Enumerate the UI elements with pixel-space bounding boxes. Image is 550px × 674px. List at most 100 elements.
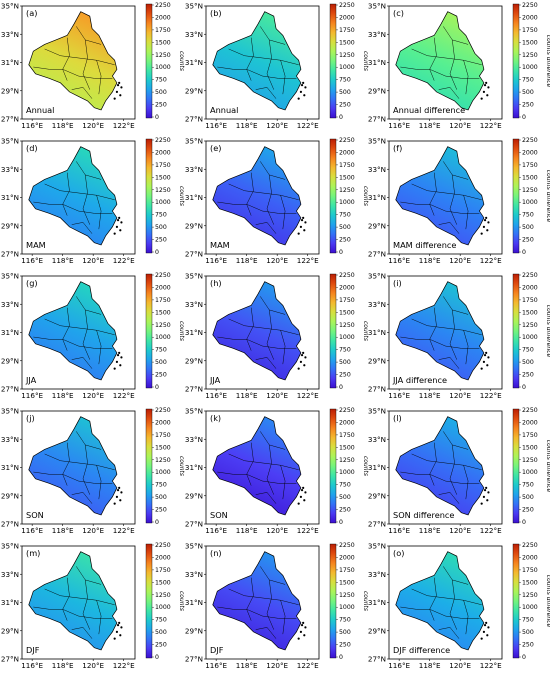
panel-tag: (i) <box>393 278 402 288</box>
lat-tick-label: 33°N <box>368 570 386 579</box>
lon-tick-label: 116°E <box>21 661 43 670</box>
lat-tick-label: 33°N <box>1 165 19 174</box>
province-border <box>400 606 480 619</box>
panel-label: Annual <box>26 105 54 115</box>
province-border <box>429 442 437 486</box>
island-mark <box>297 367 300 370</box>
colorbar-tick-label: 0 <box>339 384 343 391</box>
lon-tick-label: 118°E <box>236 661 258 670</box>
colorbar-tick-label: 1000 <box>155 64 171 71</box>
island-mark <box>302 486 305 489</box>
island-mark <box>303 229 306 232</box>
map-panel: 35°N 33°N 31°N 29°N 27°N 116°E 118°E 120°E 122°E… <box>367 135 550 269</box>
island-mark <box>486 634 489 637</box>
province-border <box>44 588 115 605</box>
colorbar-tick-label: 750 <box>155 617 167 624</box>
colorbar-tick-label: 1000 <box>522 64 538 71</box>
province-border <box>438 492 460 504</box>
colorbar-tick-label: 1500 <box>339 174 355 181</box>
colorbar-tick-label: 1500 <box>339 444 355 451</box>
colorbar-tick-label: 2250 <box>339 137 355 144</box>
province-border <box>255 492 277 504</box>
province-border <box>449 579 458 630</box>
island-mark <box>487 221 490 224</box>
colorbar-tick-label: 1750 <box>522 162 538 169</box>
lon-tick-label: 122°E <box>297 121 319 130</box>
island-mark <box>113 637 116 640</box>
island-mark <box>302 81 305 84</box>
colorbar-tick-label: 1250 <box>155 592 171 599</box>
panel-tag: (h) <box>210 278 222 288</box>
island-mark <box>302 216 305 219</box>
island-mark <box>120 86 123 89</box>
panel-label: DJF <box>26 645 40 655</box>
colorbar-tick-label: 250 <box>522 507 534 514</box>
province-border <box>246 307 254 351</box>
lon-tick-label: 116°E <box>21 391 43 400</box>
region-fill <box>395 281 485 381</box>
lat-tick-label: 27°N <box>185 115 203 124</box>
province-border <box>246 37 254 81</box>
island-mark <box>118 351 121 354</box>
lat-tick-label: 31°N <box>1 328 19 337</box>
lon-tick-label: 118°E <box>419 256 441 265</box>
colorbar-tick-label: 500 <box>339 629 351 636</box>
colorbar-tick-label: 500 <box>339 224 351 231</box>
lon-tick-label: 118°E <box>236 391 258 400</box>
lon-tick-label: 118°E <box>236 256 258 265</box>
island-mark <box>485 81 488 84</box>
region-fill <box>395 551 485 651</box>
colorbar-tick-label: 750 <box>155 482 167 489</box>
panel-tag: (g) <box>26 278 38 288</box>
lat-tick-label: 33°N <box>368 435 386 444</box>
lat-tick-label: 31°N <box>368 193 386 202</box>
colorbar-tick-label: 250 <box>339 372 351 379</box>
panel-tag: (f) <box>393 143 402 153</box>
colorbar-tick-label: 500 <box>155 629 167 636</box>
province-border <box>463 600 469 635</box>
lon-tick-label: 120°E <box>266 661 288 670</box>
colorbar-tick-label: 1750 <box>339 567 355 574</box>
province-border <box>33 471 113 484</box>
province-border <box>260 161 286 180</box>
colorbar-tick-label: 250 <box>155 102 167 109</box>
colorbar-tick-label: 1750 <box>339 297 355 304</box>
colorbar-tick-label: 1750 <box>339 27 355 34</box>
colorbar-tick-label: 1250 <box>339 457 355 464</box>
panel-label: SON <box>26 510 44 520</box>
colorbar-tick-label: 500 <box>155 359 167 366</box>
lon-tick-label: 118°E <box>52 121 74 130</box>
lat-tick-label: 27°N <box>1 655 19 664</box>
lat-tick-label: 27°N <box>368 520 386 529</box>
lat-tick-label: 27°N <box>1 520 19 529</box>
province-border <box>260 431 286 450</box>
province-border <box>438 87 460 99</box>
colorbar-tick-label: 1750 <box>155 162 171 169</box>
colorbar-tick-label: 1750 <box>155 432 171 439</box>
lat-tick-label: 31°N <box>1 193 19 202</box>
island-mark <box>300 354 304 357</box>
panel-tag: (j) <box>26 413 35 423</box>
lon-tick-label: 116°E <box>205 256 227 265</box>
colorbar-tick-label: 750 <box>155 347 167 354</box>
colorbar-tick-label: 1000 <box>339 199 355 206</box>
colorbar <box>329 543 337 659</box>
province-border <box>62 442 70 486</box>
colorbar-tick-label: 250 <box>155 507 167 514</box>
colorbar-tick-label: 0 <box>339 249 343 256</box>
lat-tick-label: 27°N <box>368 385 386 394</box>
colorbar-tick-label: 1500 <box>155 579 171 586</box>
island-mark <box>299 90 303 93</box>
map-panel: 35°N 33°N 31°N 29°N 27°N 116°E 118°E 120°E 122°E… <box>0 0 185 134</box>
lat-tick-label: 27°N <box>368 655 386 664</box>
colorbar-tick-label: 1000 <box>522 604 538 611</box>
lat-tick-label: 31°N <box>185 598 203 607</box>
island-mark <box>119 499 122 502</box>
province-border <box>96 330 102 365</box>
colorbar-tick-label: 1000 <box>522 334 538 341</box>
colorbar-tick-label: 1000 <box>339 334 355 341</box>
